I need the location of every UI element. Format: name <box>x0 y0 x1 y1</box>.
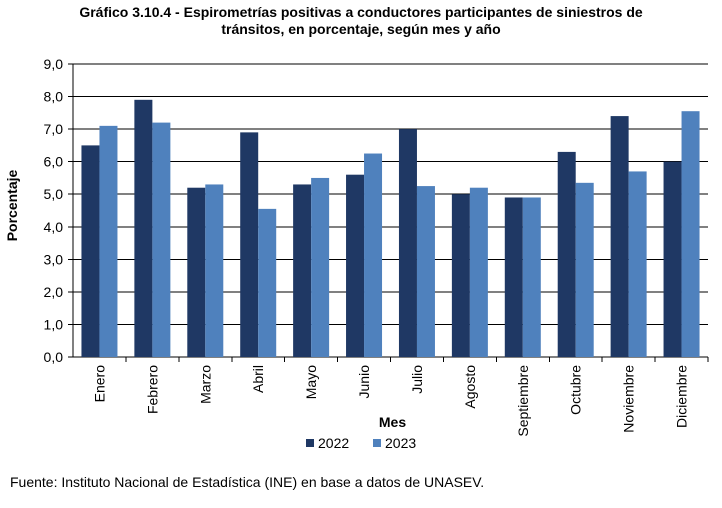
y-tick-label: 1,0 <box>44 316 64 332</box>
y-tick-label: 4,0 <box>44 219 64 235</box>
x-tick-label: Agosto <box>462 365 478 409</box>
bar-2022 <box>451 194 470 357</box>
y-tick-label: 7,0 <box>44 121 64 137</box>
x-tick-label: Marzo <box>197 365 213 404</box>
bar-2023 <box>311 177 330 357</box>
y-tick-label: 0,0 <box>44 349 64 365</box>
bar-2023 <box>628 171 647 357</box>
bar-2022 <box>187 187 206 357</box>
bar-2023 <box>416 186 435 357</box>
bar-2023 <box>152 122 171 357</box>
legend-swatch-2023 <box>373 439 381 447</box>
chart-title: Gráfico 3.10.4 - Espirometrías positivas… <box>0 4 722 38</box>
bar-2022 <box>663 161 682 357</box>
x-tick-label: Septiembre <box>515 365 531 437</box>
bar-2022 <box>81 145 100 357</box>
bar-2022 <box>398 129 417 357</box>
bar-2022 <box>610 116 629 357</box>
x-tick-label: Julio <box>409 365 425 394</box>
y-tick-label: 8,0 <box>44 89 64 105</box>
legend-label-2022: 2022 <box>318 435 349 451</box>
x-tick-label: Junio <box>356 365 372 399</box>
bar-2022 <box>240 132 259 357</box>
legend-label-2023: 2023 <box>385 435 416 451</box>
y-tick-label: 2,0 <box>44 284 64 300</box>
bar-2022 <box>346 174 365 357</box>
bar-2023 <box>522 197 541 357</box>
chart-title-line-1: Gráfico 3.10.4 - Espirometrías positivas… <box>79 4 643 20</box>
x-tick-label: Noviembre <box>621 365 637 433</box>
x-tick-label: Diciembre <box>674 365 690 428</box>
bar-2023 <box>469 187 488 357</box>
x-axis-title: Mes <box>379 414 406 430</box>
y-tick-label: 6,0 <box>44 154 64 170</box>
y-tick-label: 3,0 <box>44 251 64 267</box>
bar-2023 <box>575 182 594 357</box>
legend-swatch-2022 <box>306 439 314 447</box>
bar-2022 <box>293 184 312 357</box>
x-tick-label: Mayo <box>303 365 319 399</box>
x-tick-label: Octubre <box>568 365 584 415</box>
y-tick-label: 5,0 <box>44 186 64 202</box>
bar-2023 <box>364 153 383 357</box>
source-note: Fuente: Instituto Nacional de Estadístic… <box>10 474 485 490</box>
bar-2023 <box>681 111 700 357</box>
bar-2022 <box>557 151 576 357</box>
chart-title-line-2: tránsitos, en porcentaje, según mes y añ… <box>221 21 501 37</box>
bar-2023 <box>258 208 277 357</box>
x-tick-label: Enero <box>91 365 107 403</box>
bar-2023 <box>99 125 118 357</box>
bar-2022 <box>134 99 153 358</box>
bar-2022 <box>504 197 523 357</box>
y-tick-label: 9,0 <box>44 56 64 72</box>
x-tick-label: Abril <box>250 365 266 393</box>
bar-2023 <box>205 184 224 357</box>
x-tick-label: Febrero <box>144 365 160 414</box>
y-axis-title: Porcentaje <box>4 169 20 241</box>
